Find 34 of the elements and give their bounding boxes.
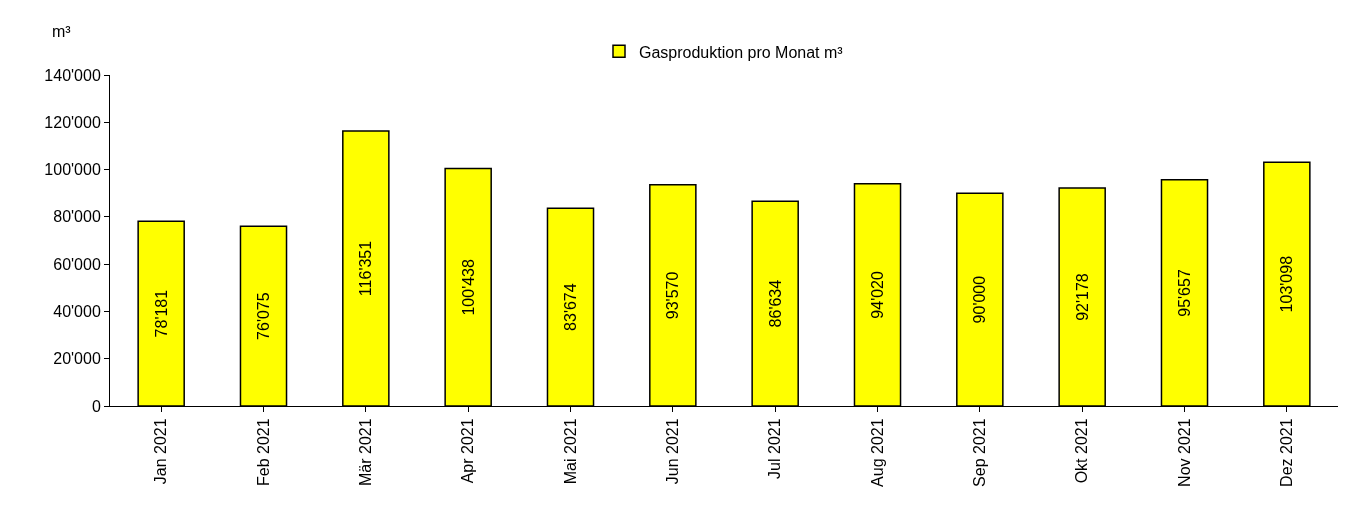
x-tick-label: Jun 2021 (664, 418, 682, 485)
y-tick-label: 80'000 (53, 208, 101, 226)
data-label: 93'570 (664, 271, 682, 320)
y-tick-label: 0 (91, 397, 101, 415)
data-label: 92'178 (1073, 273, 1091, 321)
data-label: 76'075 (255, 292, 273, 340)
x-tick-label: Apr 2021 (459, 418, 477, 484)
data-label: 95'657 (1176, 269, 1193, 317)
x-tick-label: Mai 2021 (561, 418, 579, 485)
data-label: 78'181 (152, 289, 170, 338)
y-tick-label: 120'000 (44, 113, 101, 131)
x-tick-label: Aug 2021 (868, 418, 886, 487)
x-tick-label: Mär 2021 (357, 418, 375, 486)
x-tick-label: Jul 2021 (766, 418, 784, 479)
x-tick-label: Okt 2021 (1073, 418, 1091, 484)
x-tick-label: Nov 2021 (1175, 418, 1193, 487)
y-axis-title: m³ (52, 23, 72, 40)
legend-label: Gasproduktion pro Monat m³ (639, 43, 844, 61)
y-tick-label: 20'000 (53, 350, 101, 368)
data-label: 83'674 (562, 283, 580, 331)
data-label: 94'020 (869, 271, 887, 319)
data-label: 103'098 (1278, 255, 1296, 313)
y-tick-label: 40'000 (53, 303, 101, 321)
data-label: 116'351 (357, 240, 375, 297)
y-tick-label: 140'000 (44, 66, 101, 84)
y-tick-label: 100'000 (44, 161, 101, 179)
x-tick-label: Feb 2021 (254, 418, 272, 487)
x-tick-label: Jan 2021 (152, 418, 170, 485)
data-label: 100'438 (459, 259, 477, 316)
x-tick-label: Dez 2021 (1278, 418, 1296, 487)
x-tick-label: Sep 2021 (971, 418, 989, 487)
y-tick-label: 60'000 (53, 255, 101, 273)
data-label: 86'634 (766, 279, 784, 328)
data-label: 90'000 (971, 275, 989, 324)
